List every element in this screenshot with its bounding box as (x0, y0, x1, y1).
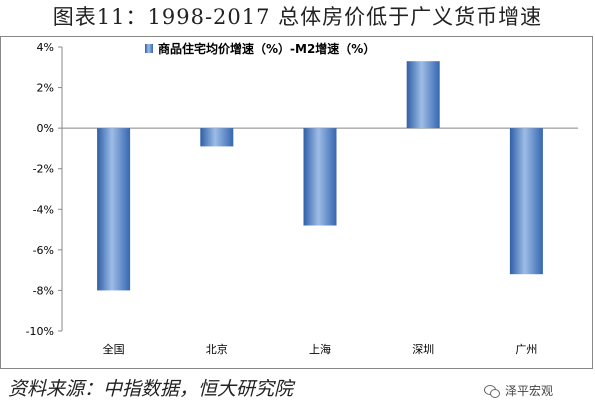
legend-label: 商品住宅均价增速（%）-M2增速（%） (158, 41, 375, 56)
y-tick-label: -10% (26, 325, 54, 338)
x-tick-label: 上海 (309, 342, 331, 356)
bar-1 (200, 128, 234, 147)
chart-title: 图表11：1998-2017 总体房价低于广义货币增速 (52, 5, 543, 29)
x-tick-label: 深圳 (412, 343, 434, 356)
x-tick-label: 北京 (206, 342, 228, 356)
y-tick-label: -2% (33, 163, 54, 176)
y-tick-label: 2% (37, 82, 54, 95)
x-tick-label: 全国 (103, 342, 125, 356)
chart-frame (0, 36, 593, 369)
bar-0 (97, 128, 131, 291)
bar-chart: 商品住宅均价增速（%）-M2增速（%） 4% 2% 0% -2% -4% -6% -8% -1… (26, 41, 578, 356)
legend: 商品住宅均价增速（%）-M2增速（%） (145, 41, 375, 56)
y-tick-label: -4% (33, 203, 54, 216)
y-tick-label: 0% (37, 122, 54, 135)
bar-4 (509, 128, 543, 275)
source-note: 资料来源：中指数据，恒大研究院 (8, 378, 294, 400)
bar-2 (303, 128, 337, 226)
y-tick-label: -6% (33, 244, 54, 257)
watermark-label: 泽平宏观 (505, 384, 554, 398)
watermark: 泽平宏观 (484, 382, 553, 399)
wechat-icon (484, 384, 500, 398)
x-tick-label: 广州 (515, 343, 537, 356)
y-tick-label: -8% (33, 284, 54, 297)
y-tick-label: 4% (37, 41, 54, 54)
bar-3 (406, 61, 440, 129)
legend-swatch (145, 44, 153, 53)
